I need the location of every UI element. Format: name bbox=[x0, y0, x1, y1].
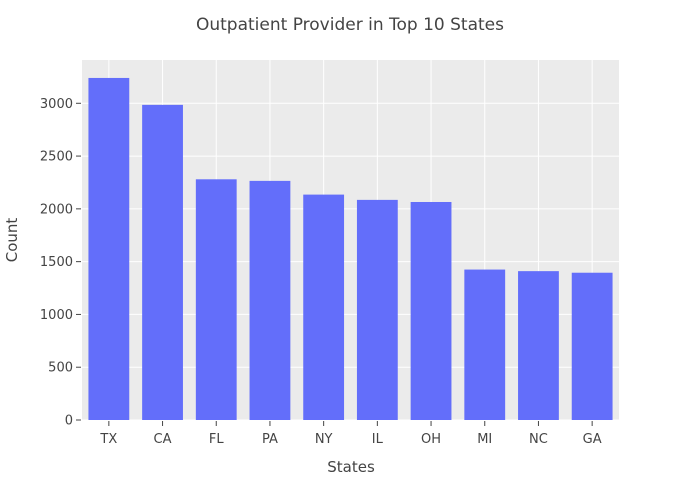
x-tick-label-ca: CA bbox=[154, 432, 172, 447]
y-axis-ticks: 0 500 1000 1500 2000 2500 3000 bbox=[40, 97, 81, 429]
y-tick-label: 1000 bbox=[40, 308, 73, 323]
y-axis-title: Count bbox=[3, 218, 21, 263]
y-tick-label: 2000 bbox=[40, 202, 73, 217]
bar-fl[interactable] bbox=[195, 179, 237, 420]
bar-mi[interactable] bbox=[464, 269, 506, 420]
x-tick-label-pa: PA bbox=[262, 432, 278, 447]
x-tick-label-oh: OH bbox=[421, 432, 441, 447]
y-tick-label: 500 bbox=[48, 361, 73, 376]
bar-ny[interactable] bbox=[303, 194, 345, 420]
y-tick-label: 3000 bbox=[40, 97, 73, 112]
bar-il[interactable] bbox=[356, 199, 398, 420]
bars bbox=[88, 77, 613, 421]
y-tick-label: 2500 bbox=[40, 150, 73, 165]
bar-tx[interactable] bbox=[88, 77, 130, 421]
x-tick-label-il: IL bbox=[372, 432, 384, 447]
bar-ga[interactable] bbox=[571, 272, 613, 420]
bar-oh[interactable] bbox=[410, 201, 452, 420]
x-tick-label-nc: NC bbox=[529, 432, 548, 447]
x-axis-ticks: TX CA FL PA NY IL OH MI NC GA bbox=[99, 421, 602, 447]
x-tick-label-ga: GA bbox=[583, 432, 602, 447]
bar-ca[interactable] bbox=[142, 104, 183, 420]
x-tick-label-ny: NY bbox=[315, 432, 333, 447]
x-tick-label-fl: FL bbox=[209, 432, 224, 447]
x-tick-label-tx: TX bbox=[99, 432, 117, 447]
bar-pa[interactable] bbox=[249, 180, 291, 420]
y-tick-label: 0 bbox=[65, 414, 73, 429]
x-axis-title: States bbox=[327, 458, 375, 476]
x-tick-label-mi: MI bbox=[477, 432, 492, 447]
bar-nc[interactable] bbox=[518, 271, 559, 420]
y-tick-label: 1500 bbox=[40, 255, 73, 270]
chart-title: Outpatient Provider in Top 10 States bbox=[196, 15, 504, 35]
